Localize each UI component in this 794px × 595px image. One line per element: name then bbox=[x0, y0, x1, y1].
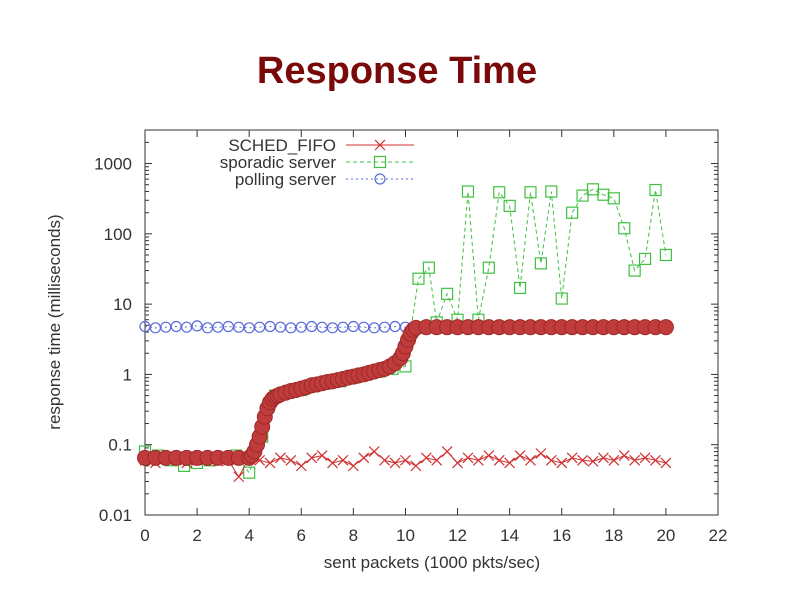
data-point bbox=[368, 446, 380, 457]
x-axis-label: sent packets (1000 pkts/sec) bbox=[324, 553, 540, 572]
data-point bbox=[493, 186, 506, 199]
data-point bbox=[483, 450, 495, 462]
data-point bbox=[441, 287, 454, 300]
data-point bbox=[461, 185, 475, 198]
y-tick-label: 0.01 bbox=[99, 506, 132, 525]
data-point bbox=[629, 454, 641, 466]
x-tick-label: 6 bbox=[297, 526, 306, 545]
data-point bbox=[503, 199, 516, 212]
data-point bbox=[566, 452, 578, 464]
data-point bbox=[525, 454, 536, 466]
series-overlay bbox=[137, 319, 674, 466]
x-tick-label: 22 bbox=[709, 526, 728, 545]
data-point bbox=[482, 261, 495, 274]
y-axis: 0.01 0.1 1 10 100 1000 bbox=[94, 141, 718, 525]
data-point bbox=[422, 261, 435, 274]
data-point bbox=[285, 454, 297, 466]
data-point bbox=[431, 454, 443, 466]
data-point bbox=[358, 452, 370, 464]
data-point bbox=[514, 450, 526, 462]
data-point bbox=[535, 448, 547, 459]
y-tick-label: 0.1 bbox=[108, 436, 132, 455]
data-point bbox=[587, 455, 599, 467]
data-point bbox=[295, 460, 307, 472]
data-point bbox=[556, 457, 568, 469]
y-tick-label: 1 bbox=[123, 365, 132, 384]
data-point bbox=[472, 454, 484, 466]
data-point bbox=[493, 454, 505, 466]
legend-marker bbox=[374, 173, 386, 185]
x-tick-label: 10 bbox=[396, 526, 415, 545]
data-point bbox=[545, 185, 558, 198]
data-point bbox=[650, 454, 661, 466]
x-tick-label: 0 bbox=[140, 526, 149, 545]
data-point bbox=[659, 248, 673, 262]
data-point bbox=[191, 320, 203, 332]
legend-label: sporadic server bbox=[220, 153, 337, 172]
data-point bbox=[243, 466, 256, 479]
data-point bbox=[608, 454, 620, 466]
data-point bbox=[316, 450, 328, 462]
x-tick-label: 16 bbox=[552, 526, 571, 545]
data-point bbox=[577, 454, 588, 466]
data-point bbox=[389, 457, 401, 469]
data-point bbox=[524, 186, 537, 199]
data-point bbox=[441, 446, 453, 457]
data-point bbox=[657, 319, 674, 336]
data-point bbox=[597, 452, 609, 464]
data-point bbox=[347, 460, 359, 472]
x-tick-label: 18 bbox=[604, 526, 623, 545]
data-point bbox=[412, 272, 425, 285]
data-point bbox=[420, 452, 432, 464]
legend-marker bbox=[374, 139, 386, 151]
data-point bbox=[462, 452, 474, 464]
data-point bbox=[264, 457, 276, 469]
data-point bbox=[628, 264, 641, 277]
x-axis: 0 2 4 6 8 10 12 14 16 18 20 22 bbox=[140, 130, 727, 545]
data-point bbox=[534, 257, 547, 270]
data-point bbox=[306, 452, 318, 464]
legend-label: SCHED_FIFO bbox=[228, 136, 336, 155]
data-point bbox=[504, 457, 516, 469]
data-point bbox=[639, 452, 651, 464]
data-point bbox=[555, 292, 568, 305]
data-point bbox=[660, 457, 672, 469]
data-point bbox=[233, 471, 245, 483]
x-tick-label: 2 bbox=[192, 526, 201, 545]
x-tick-label: 12 bbox=[448, 526, 467, 545]
slide-title: Response Time bbox=[256, 50, 538, 92]
data-point bbox=[576, 189, 589, 202]
x-tick-label: 20 bbox=[656, 526, 675, 545]
x-tick-label: 14 bbox=[500, 526, 519, 545]
x-tick-label: 4 bbox=[244, 526, 253, 545]
y-axis-label: response time (milliseconds) bbox=[45, 214, 64, 429]
data-point bbox=[452, 457, 463, 469]
y-tick-label: 10 bbox=[113, 295, 132, 314]
data-point bbox=[275, 452, 286, 464]
data-point bbox=[327, 457, 338, 469]
data-point bbox=[618, 222, 631, 235]
data-point bbox=[337, 454, 349, 466]
data-point bbox=[400, 454, 411, 466]
data-point bbox=[545, 454, 557, 466]
plot-frame bbox=[144, 129, 719, 516]
series-layer bbox=[137, 183, 674, 483]
y-tick-label: 1000 bbox=[94, 155, 132, 174]
y-tick-label: 100 bbox=[104, 225, 132, 244]
data-point bbox=[618, 450, 630, 462]
data-point bbox=[513, 281, 527, 295]
x-tick-label: 8 bbox=[349, 526, 358, 545]
data-point bbox=[410, 460, 422, 472]
data-point bbox=[638, 252, 652, 265]
legend-marker bbox=[373, 155, 387, 169]
data-point bbox=[649, 183, 662, 197]
data-point bbox=[566, 206, 579, 219]
data-point bbox=[379, 454, 391, 466]
legend-label: polling server bbox=[235, 170, 336, 189]
data-point bbox=[607, 192, 620, 205]
